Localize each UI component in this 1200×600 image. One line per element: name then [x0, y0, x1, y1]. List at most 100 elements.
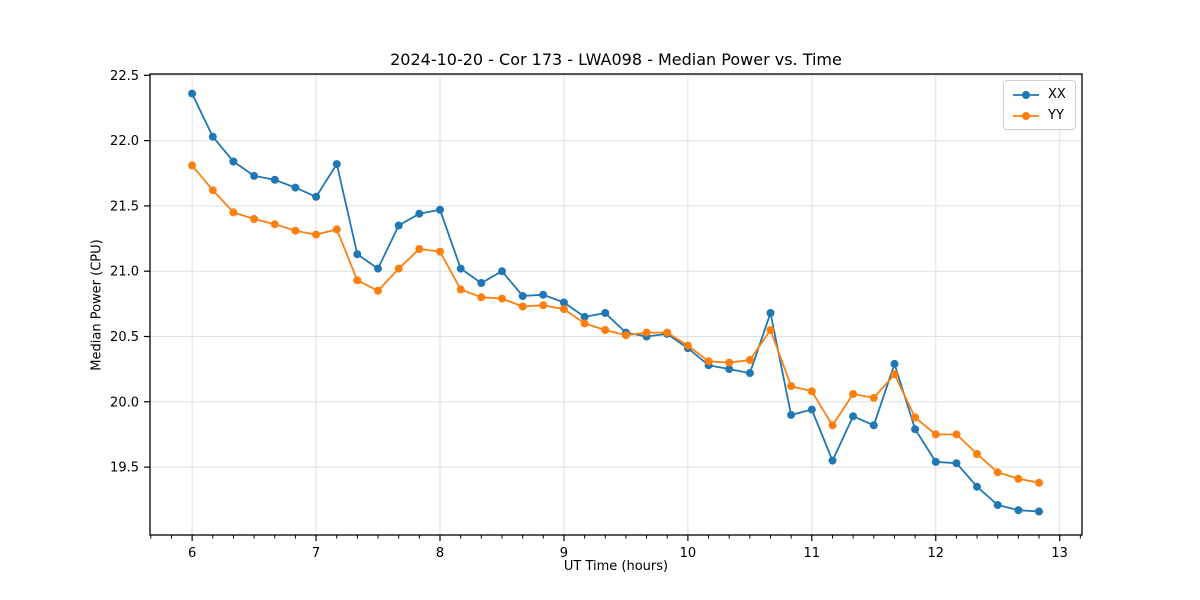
- data-point-marker: [1035, 478, 1043, 487]
- data-point-marker: [374, 286, 382, 295]
- data-point-marker: [374, 264, 382, 273]
- data-point-marker: [911, 425, 920, 434]
- data-point-marker: [642, 328, 651, 337]
- data-point-marker: [559, 298, 568, 307]
- x-tick-label: 7: [312, 546, 320, 561]
- data-point-marker: [456, 285, 465, 294]
- data-point-marker: [498, 267, 506, 276]
- data-point-marker: [931, 430, 940, 439]
- data-point-marker: [828, 456, 837, 465]
- data-point-marker: [869, 393, 878, 402]
- data-point-marker: [332, 160, 341, 169]
- data-point-marker: [890, 359, 899, 368]
- data-point-marker: [539, 301, 548, 310]
- data-point-marker: [477, 293, 486, 302]
- legend-entry-yy: YY: [1011, 106, 1066, 125]
- data-point-marker: [601, 309, 610, 317]
- data-point-marker: [498, 294, 506, 303]
- y-tick-label: 20.5: [110, 330, 139, 345]
- data-point-marker: [1035, 507, 1043, 516]
- data-point-marker: [353, 276, 362, 285]
- legend: XX YY: [1003, 80, 1076, 130]
- data-point-marker: [312, 230, 321, 239]
- data-point-marker: [787, 382, 796, 391]
- y-tick-label: 22.5: [110, 69, 139, 84]
- data-point-marker: [250, 171, 259, 180]
- data-point-marker: [952, 430, 961, 439]
- data-point-marker: [518, 302, 527, 311]
- data-point-marker: [973, 450, 981, 458]
- data-point-marker: [229, 157, 238, 166]
- data-point-marker: [766, 309, 775, 317]
- y-tick-label: 21.0: [110, 265, 139, 280]
- data-point-marker: [477, 279, 486, 287]
- data-point-marker: [291, 183, 300, 192]
- x-axis-label: UT Time (hours): [563, 559, 669, 574]
- data-point-marker: [869, 421, 878, 430]
- x-tick-label: 8: [436, 546, 444, 561]
- data-point-marker: [580, 312, 589, 321]
- data-point-marker: [270, 220, 279, 229]
- data-point-marker: [621, 331, 630, 340]
- series-yy: [188, 161, 1043, 487]
- data-point-marker: [208, 132, 217, 141]
- data-point-marker: [229, 208, 238, 217]
- data-point-marker: [208, 186, 217, 195]
- x-tick-label: 6: [188, 546, 196, 561]
- x-tick-label: 13: [1051, 546, 1068, 561]
- legend-entry-xx: XX: [1011, 85, 1066, 104]
- data-point-marker: [807, 387, 816, 396]
- data-point-marker: [745, 369, 754, 378]
- data-point-marker: [415, 245, 424, 253]
- series-line: [191, 93, 1040, 513]
- legend-line-sample-icon: [1013, 90, 1039, 99]
- data-point-marker: [828, 421, 837, 430]
- x-tick-label: 11: [804, 546, 821, 561]
- data-point-marker: [973, 482, 981, 491]
- data-point-marker: [1014, 506, 1023, 515]
- data-point-marker: [704, 357, 713, 366]
- data-point-marker: [270, 175, 279, 184]
- data-point-marker: [188, 161, 197, 170]
- plot-border: [149, 73, 1083, 536]
- data-point-marker: [518, 292, 527, 300]
- series-line: [191, 164, 1040, 484]
- axis-ticks: 6 7 8 9 10 11 12 13 19.5 20.0 20.5 21.0 21.5 22.0 22.5: [110, 69, 1081, 561]
- y-tick-label: 21.5: [110, 199, 139, 214]
- chart-title: 2024-10-20 - Cor 173 - LWA098 - Median P…: [390, 50, 842, 69]
- data-point-marker: [601, 326, 610, 334]
- data-point-marker: [559, 305, 568, 314]
- data-point-marker: [580, 319, 589, 328]
- grid: [150, 74, 1082, 535]
- data-point-marker: [1014, 474, 1023, 483]
- data-point-marker: [911, 413, 920, 422]
- data-point-marker: [993, 501, 1002, 509]
- data-point-marker: [745, 356, 754, 364]
- data-point-marker: [353, 250, 362, 259]
- data-point-marker: [766, 326, 775, 334]
- data-point-marker: [807, 405, 816, 414]
- data-point-marker: [683, 341, 692, 350]
- legend-label-xx: XX: [1048, 87, 1066, 102]
- data-point-marker: [890, 370, 899, 379]
- x-tick-label: 9: [560, 546, 568, 561]
- data-point-marker: [436, 205, 444, 214]
- legend-line-sample-icon: [1013, 111, 1039, 120]
- data-point-marker: [394, 264, 403, 273]
- data-point-marker: [725, 358, 734, 367]
- data-point-marker: [250, 215, 259, 223]
- y-tick-label: 22.0: [110, 134, 139, 149]
- data-point-marker: [332, 225, 341, 234]
- data-point-marker: [415, 209, 424, 218]
- y-tick-label: 20.0: [110, 395, 139, 410]
- data-point-marker: [849, 412, 858, 421]
- data-point-marker: [787, 410, 796, 419]
- data-point-marker: [931, 457, 940, 466]
- y-tick-label: 19.5: [110, 461, 139, 476]
- data-point-marker: [539, 290, 548, 299]
- data-point-marker: [456, 264, 465, 273]
- data-point-marker: [849, 390, 858, 398]
- x-tick-label: 10: [680, 546, 697, 561]
